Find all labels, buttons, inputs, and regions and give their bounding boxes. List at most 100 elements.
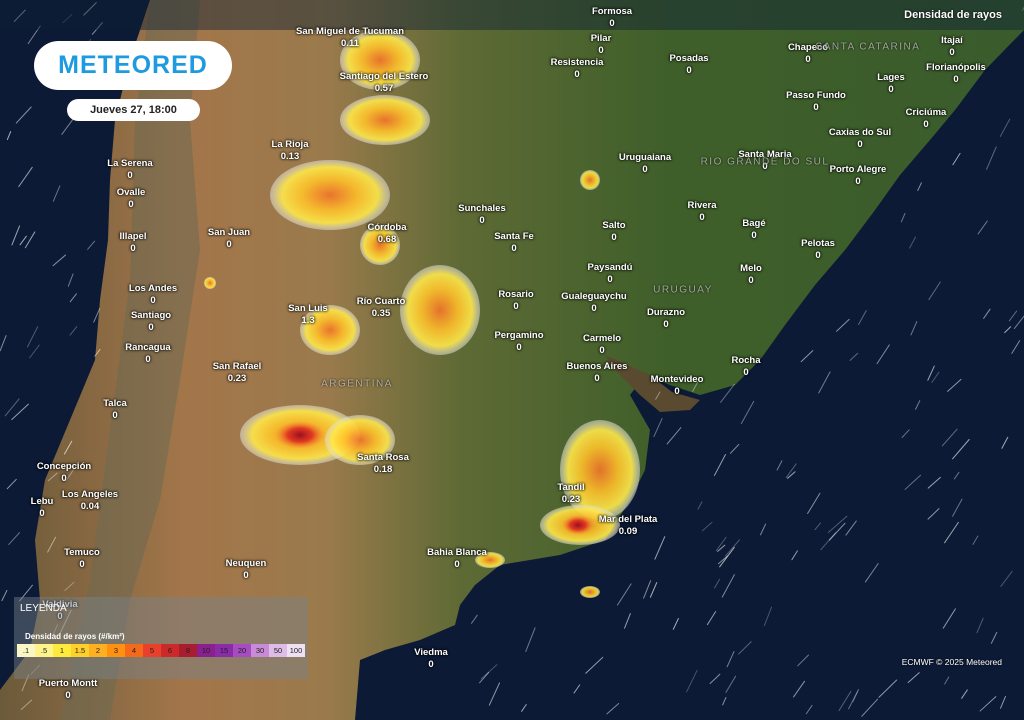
wind-streak [21,674,30,692]
city-name: Lebu [30,496,54,507]
city-name: Chapecó [787,42,829,53]
city-name: San Juan [207,227,251,238]
city-name: Buenos Aires [566,361,628,372]
wind-streak [738,641,752,655]
lightning-areas [204,30,640,598]
wind-streak [69,326,78,336]
city-value: 0 [609,18,615,29]
legend-swatch: 15 [215,644,233,657]
city-name: Los Andes [128,283,178,294]
wind-streak [807,492,821,515]
wind-streak [726,651,735,668]
wind-streak [947,378,962,392]
city-label: Santiago 0 [131,310,171,334]
wind-streak [11,225,21,246]
lightning-area [270,160,390,230]
city-label: Salto 0 [602,220,625,244]
city-name: Sunchales [458,203,506,214]
city-name: San Luis [288,303,328,314]
wind-streak [62,13,73,24]
wind-streak [917,182,922,191]
rio-de-la-plata [605,355,700,412]
wind-streak [525,627,536,652]
wind-streak [838,690,852,712]
city-name: Resistencia [550,57,604,68]
wind-streak [722,696,727,706]
city-label: Melo 0 [740,263,762,287]
wind-streak [944,676,950,685]
city-label: Formosa 0 [592,6,632,30]
city-value: 0 [428,659,434,670]
city-label: Passo Fundo 0 [786,90,846,114]
wind-streak [488,682,501,706]
city-label: La Serena 0 [107,158,152,182]
wind-streak [701,521,713,532]
wind-streak [573,684,581,694]
city-value: 0 [855,176,861,187]
city-label: Puerto Montt 0 [39,678,98,702]
wind-streak [706,610,717,626]
city-name: Santa Maria [738,149,792,160]
city-name: Passo Fundo [786,90,846,101]
city-label: Paysandú 0 [588,262,633,286]
wind-streak [19,235,27,246]
wind-streak [52,185,61,202]
wind-streak [983,308,991,319]
city-label: Bagé 0 [742,218,765,242]
lightning-area [475,552,505,568]
wind-streak [709,673,721,684]
city-name: Neuquen [225,558,267,569]
wind-streak [797,654,809,667]
city-label: Florianópolis 0 [926,62,986,86]
wind-streak [1000,570,1013,587]
wind-streak [471,614,478,624]
wind-streak [606,703,620,715]
city-name: Santa Rosa [357,452,409,463]
wind-streak [87,240,96,250]
city-name: Criciúma [905,107,947,118]
wind-streak [910,321,918,336]
city-value: 0 [112,410,118,421]
date-label[interactable]: Jueves 27, 18:00 [67,99,200,121]
wind-streak [697,501,703,510]
wind-streak [999,118,1011,137]
city-value: 0 [479,215,485,226]
wind-streak [47,536,57,553]
city-label: Itajaí 0 [941,35,963,59]
wind-streak [729,443,740,454]
wind-streak [64,581,75,591]
city-label: Los Angeles 0.04 [62,489,118,513]
city-value: 0 [857,139,863,150]
wind-streak [828,522,846,541]
city-name: Talca [103,398,127,409]
city-name: Melo [740,263,762,274]
legend-swatch: 8 [179,644,197,657]
legend-swatch: 6 [161,644,179,657]
city-name: Temuco [64,547,100,558]
legend-swatch: 100 [287,644,305,657]
city-value: 0 [805,54,811,65]
wind-streak [714,578,721,589]
city-label: Santa Fe 0 [494,231,534,255]
city-value: 0 [949,47,955,58]
city-name: Gualeguaychu [561,291,627,302]
legend-swatch: .1 [17,644,35,657]
wind-streak [876,344,890,365]
wind-streak [986,146,997,170]
legend-swatch: 20 [233,644,251,657]
city-name: Florianópolis [926,62,986,73]
logo[interactable]: METEORED [34,41,232,90]
city-label: Santiago del Estero 0.57 [340,71,429,95]
layer-title[interactable]: Densidad de rayos [904,9,1002,21]
city-value: 0 [888,84,894,95]
wind-streak [944,521,959,544]
city-label: Valdivia 0 [42,599,77,623]
city-name: Pelotas [801,238,835,249]
city-name: Rosario [498,289,534,300]
city-label: Caxias do Sul 0 [829,127,891,151]
city-name: Porto Alegre [829,164,887,175]
city-value: 0 [953,74,959,85]
wind-streak [26,326,39,348]
legend-subtitle: Densidad de rayos (#/km²) [25,632,125,641]
